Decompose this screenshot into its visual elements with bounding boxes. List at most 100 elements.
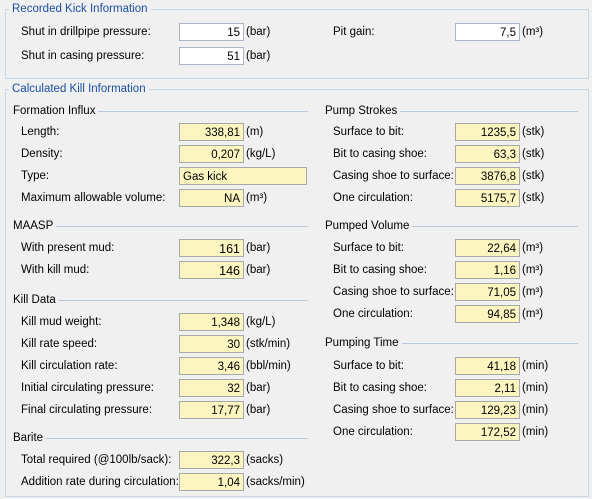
volume-shoe-surface-field: 71,05 — [455, 283, 520, 301]
strokes-surface-bit-field: 1235,5 — [455, 123, 520, 141]
time-surface-bit-unit: (min) — [522, 360, 549, 372]
barite-rate-label: Addition rate during circulation: — [21, 476, 179, 488]
recorded-kick-section — [5, 9, 589, 79]
volume-one-circulation-field: 94,85 — [455, 305, 520, 323]
strokes-surface-bit-unit: (stk) — [522, 126, 545, 138]
influx-length-unit: (m) — [246, 126, 264, 138]
max-volume-unit: (m³) — [246, 192, 268, 204]
sidpp-field[interactable]: 15 — [179, 23, 244, 41]
influx-length-field: 338,81 — [179, 123, 244, 141]
strokes-shoe-surface-unit: (stk) — [522, 170, 545, 182]
time-bit-shoe-field: 2,11 — [455, 379, 520, 397]
sicp-field[interactable]: 51 — [179, 47, 244, 65]
maasp-kill-unit: (bar) — [246, 264, 271, 276]
pumped-volume-title: Pumped Volume — [325, 219, 413, 233]
fcp-label: Final circulating pressure: — [21, 404, 153, 416]
formation-influx-divider — [14, 111, 308, 112]
maasp-present-unit: (bar) — [246, 242, 271, 254]
strokes-one-circulation-field: 5175,7 — [455, 189, 520, 207]
time-shoe-surface-field: 129,23 — [455, 401, 520, 419]
barite-total-label: Total required (@100lb/sack): — [21, 454, 172, 466]
time-one-circulation-label: One circulation: — [333, 426, 413, 438]
calculated-kill-section — [5, 89, 589, 497]
kill-circulation-rate-field: 3,46 — [179, 357, 244, 375]
barite-total-unit: (sacks) — [246, 454, 284, 466]
formation-influx-title: Formation Influx — [13, 104, 99, 118]
barite-divider — [14, 438, 308, 439]
pump-strokes-title: Pump Strokes — [325, 104, 401, 118]
strokes-bit-shoe-unit: (stk) — [522, 148, 545, 160]
time-bit-shoe-label: Bit to casing shoe: — [333, 382, 427, 394]
time-shoe-surface-unit: (min) — [522, 404, 549, 416]
time-one-circulation-unit: (min) — [522, 426, 549, 438]
influx-length-label: Length: — [21, 126, 60, 138]
sidpp-unit: (bar) — [246, 26, 271, 38]
kill-circulation-rate-unit: (bbl/min) — [246, 360, 291, 372]
volume-surface-bit-label: Surface to bit: — [333, 242, 404, 254]
influx-density-field: 0,207 — [179, 145, 244, 163]
kill-mud-weight-field: 1,348 — [179, 313, 244, 331]
strokes-one-circulation-label: One circulation: — [333, 192, 413, 204]
influx-type-field: Gas kick — [179, 167, 307, 185]
pumped-volume-divider — [326, 226, 578, 227]
strokes-shoe-surface-field: 3876,8 — [455, 167, 520, 185]
icp-label: Initial circulating pressure: — [21, 382, 154, 394]
volume-surface-bit-unit: (m³) — [522, 242, 544, 254]
time-one-circulation-field: 172,52 — [455, 423, 520, 441]
maasp-kill-label: With kill mud: — [21, 264, 90, 276]
kill-circulation-rate-label: Kill circulation rate: — [21, 360, 118, 372]
strokes-bit-shoe-field: 63,3 — [455, 145, 520, 163]
strokes-surface-bit-label: Surface to bit: — [333, 126, 404, 138]
time-surface-bit-label: Surface to bit: — [333, 360, 404, 372]
kill-mud-weight-label: Kill mud weight: — [21, 316, 102, 328]
calculated-kill-title: Calculated Kill Information — [9, 82, 149, 96]
fcp-field: 17,77 — [179, 401, 244, 419]
pumping-time-divider — [326, 343, 578, 344]
time-bit-shoe-unit: (min) — [522, 382, 549, 394]
volume-shoe-surface-unit: (m³) — [522, 286, 544, 298]
pit-gain-field[interactable]: 7,5 — [455, 23, 520, 41]
pit-gain-label: Pit gain: — [333, 26, 375, 38]
maasp-kill-field: 146 — [179, 261, 244, 279]
pit-gain-unit: (m³) — [522, 26, 544, 38]
volume-bit-shoe-unit: (m³) — [522, 264, 544, 276]
time-surface-bit-field: 41,18 — [455, 357, 520, 375]
strokes-shoe-surface-label: Casing shoe to surface: — [333, 170, 454, 182]
pump-strokes-divider — [326, 111, 578, 112]
influx-type-label: Type: — [21, 170, 50, 182]
volume-one-circulation-unit: (m³) — [522, 308, 544, 320]
barite-rate-field: 1,04 — [179, 473, 244, 491]
kill-data-divider — [14, 300, 308, 301]
icp-unit: (bar) — [246, 382, 271, 394]
max-volume-field: NA — [179, 189, 244, 207]
sidpp-label: Shut in drillpipe pressure: — [21, 26, 151, 38]
icp-field: 32 — [179, 379, 244, 397]
sicp-label: Shut in casing pressure: — [21, 50, 145, 62]
volume-bit-shoe-field: 1,16 — [455, 261, 520, 279]
kill-data-title: Kill Data — [13, 293, 59, 307]
maasp-divider — [14, 226, 308, 227]
barite-total-field: 322,3 — [179, 451, 244, 469]
volume-one-circulation-label: One circulation: — [333, 308, 413, 320]
fcp-unit: (bar) — [246, 404, 271, 416]
kill-rate-speed-unit: (stk/min) — [246, 338, 291, 350]
kill-rate-speed-field: 30 — [179, 335, 244, 353]
influx-density-label: Density: — [21, 148, 63, 160]
kill-rate-speed-label: Kill rate speed: — [21, 338, 98, 350]
volume-surface-bit-field: 22,64 — [455, 239, 520, 257]
maasp-present-field: 161 — [179, 239, 244, 257]
strokes-one-circulation-unit: (stk) — [522, 192, 545, 204]
pumping-time-title: Pumping Time — [325, 336, 402, 350]
strokes-bit-shoe-label: Bit to casing shoe: — [333, 148, 427, 160]
barite-title: Barite — [13, 431, 47, 445]
barite-rate-unit: (sacks/min) — [246, 476, 305, 488]
kill-mud-weight-unit: (kg/L) — [246, 316, 276, 328]
max-volume-label: Maximum allowable volume: — [21, 192, 166, 204]
time-shoe-surface-label: Casing shoe to surface: — [333, 404, 454, 416]
influx-density-unit: (kg/L) — [246, 148, 276, 160]
maasp-present-label: With present mud: — [21, 242, 115, 254]
volume-shoe-surface-label: Casing shoe to surface: — [333, 286, 454, 298]
maasp-title: MAASP — [13, 219, 57, 233]
recorded-kick-title: Recorded Kick Information — [9, 2, 151, 16]
volume-bit-shoe-label: Bit to casing shoe: — [333, 264, 427, 276]
